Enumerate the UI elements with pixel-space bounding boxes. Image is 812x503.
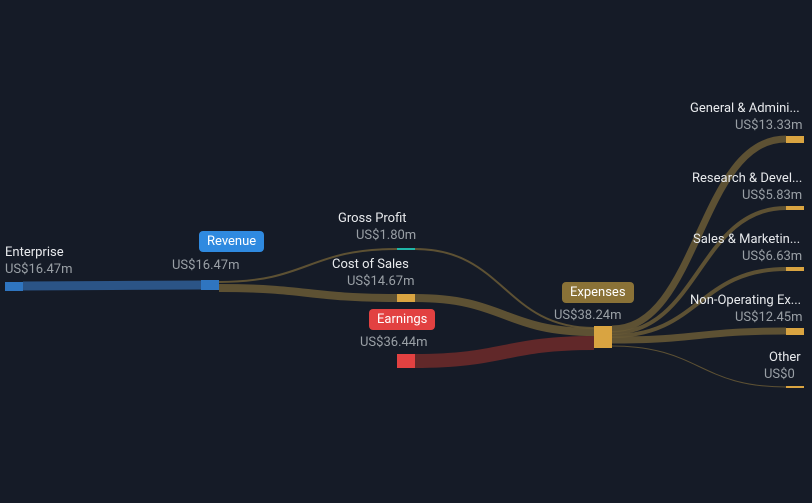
node-nonop-label: Non-Operating Ex... [690, 293, 801, 310]
node-costofsales-value: US$14.67m [347, 274, 415, 291]
node-nonop-rect [786, 328, 804, 335]
node-ga-label: General & Admini... [690, 101, 800, 118]
node-expenses-rect [594, 326, 612, 348]
pill-earnings: Earnings [369, 309, 435, 330]
node-enterprise-label: Enterprise [5, 245, 64, 262]
node-rd-label: Research & Devel... [692, 171, 802, 188]
node-costofsales-rect [397, 294, 415, 302]
node-grossprofit-rect [397, 248, 415, 250]
node-grossprofit-value: US$1.80m [356, 228, 416, 245]
node-costofsales-label: Cost of Sales [332, 257, 409, 274]
node-enterprise-rect [5, 282, 23, 291]
node-other-value: US$0 [764, 367, 795, 384]
node-earnings-value: US$36.44m [360, 335, 428, 352]
node-sm-value: US$6.63m [742, 249, 802, 266]
node-ga-value: US$13.33m [735, 118, 803, 135]
node-nonop-value: US$12.45m [735, 310, 803, 327]
node-other-label: Other [769, 350, 801, 367]
sankey-flows [0, 0, 812, 503]
node-rd-value: US$5.83m [742, 188, 802, 205]
node-enterprise-value: US$16.47m [5, 262, 73, 279]
pill-revenue: Revenue [199, 231, 264, 252]
node-expenses-value: US$38.24m [554, 308, 622, 325]
node-grossprofit-label: Gross Profit [338, 211, 407, 228]
node-rd-rect [786, 206, 804, 210]
node-sm-label: Sales & Marketin... [693, 232, 800, 249]
pill-expenses: Expenses [562, 282, 634, 303]
node-ga-rect [786, 136, 804, 143]
node-revenue-value: US$16.47m [172, 258, 240, 275]
node-sm-rect [786, 267, 804, 271]
node-revenue-rect [201, 280, 219, 290]
node-other-rect [786, 386, 804, 388]
node-earnings-rect [397, 354, 415, 368]
